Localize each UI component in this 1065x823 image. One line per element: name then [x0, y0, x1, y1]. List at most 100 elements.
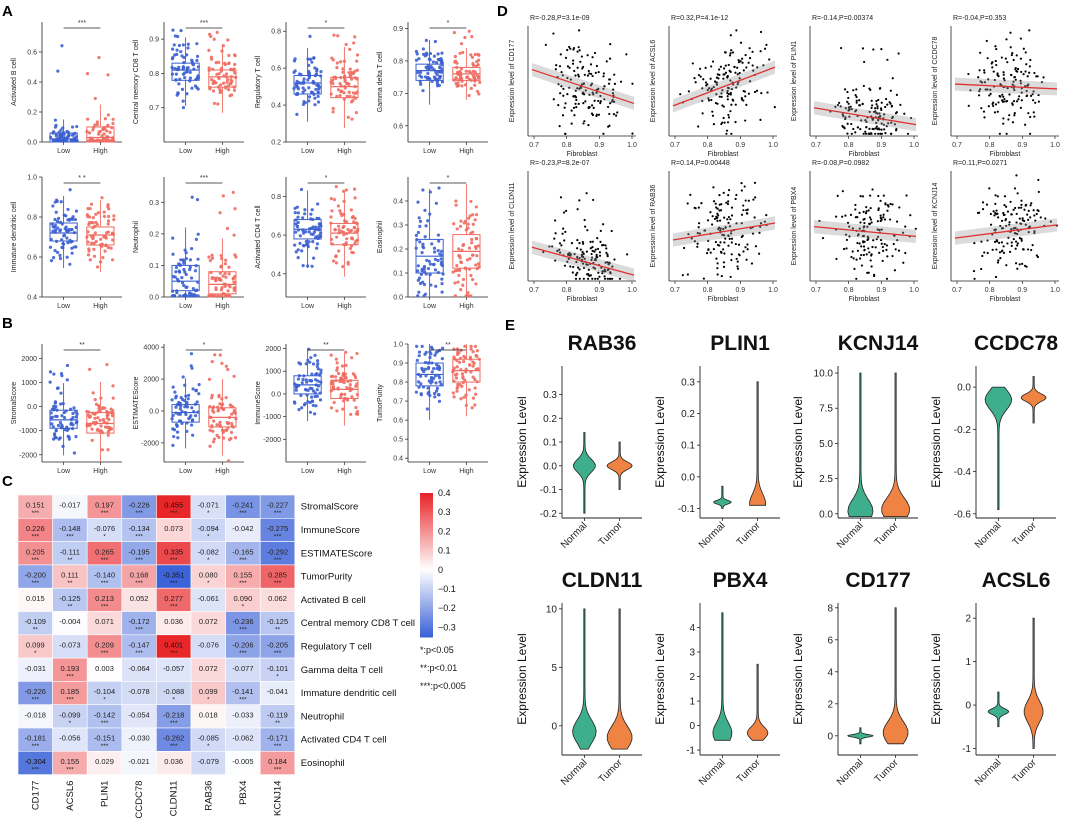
data-point: [313, 412, 317, 416]
heatmap-value: -0.101: [267, 664, 288, 673]
data-point: [334, 185, 338, 189]
data-point: [315, 246, 319, 250]
data-point: [697, 226, 700, 229]
data-point: [219, 89, 223, 93]
data-point: [1032, 90, 1035, 93]
y-tick-label: 0.0: [27, 140, 37, 147]
data-point: [1019, 82, 1022, 85]
data-point: [1014, 247, 1017, 250]
data-point: [222, 407, 226, 412]
data-point: [226, 38, 230, 42]
data-point: [1020, 203, 1023, 206]
data-point: [338, 82, 342, 86]
heatmap-value: 0.185: [61, 687, 80, 696]
y-tick-label: -0.1: [678, 504, 696, 515]
data-point: [197, 383, 201, 387]
data-point: [433, 395, 437, 399]
data-point: [548, 245, 551, 248]
data-point: [724, 226, 727, 229]
data-point: [453, 294, 457, 298]
heatmap-value: -0.030: [128, 734, 149, 743]
data-point: [430, 379, 434, 384]
data-point: [737, 61, 741, 64]
data-point: [989, 92, 992, 95]
data-point: [336, 88, 341, 92]
data-point: [864, 130, 867, 133]
heatmap-significance: ***: [274, 766, 282, 773]
data-point: [727, 113, 730, 117]
data-point: [605, 60, 608, 63]
data-point: [560, 85, 563, 88]
data-point: [709, 77, 712, 80]
data-point: [983, 251, 986, 254]
legend-gradient-step: [420, 517, 433, 520]
data-point: [1000, 241, 1004, 244]
data-point: [92, 254, 97, 258]
data-point: [844, 116, 847, 119]
data-point: [722, 248, 725, 251]
data-point: [741, 61, 744, 64]
data-point: [303, 88, 307, 92]
data-point: [1023, 219, 1026, 223]
data-point: [720, 92, 723, 95]
data-point: [869, 194, 872, 197]
data-point: [609, 57, 612, 60]
data-point: [467, 388, 471, 392]
data-point: [569, 254, 572, 257]
data-point: [1026, 75, 1029, 78]
data-point: [190, 406, 194, 410]
y-axis-label: Expression Level: [929, 633, 943, 724]
data-point: [631, 82, 634, 85]
data-point: [348, 73, 353, 77]
data-point: [983, 81, 987, 84]
data-point: [557, 104, 560, 107]
data-point: [727, 216, 730, 219]
x-tick-label: High: [215, 303, 230, 310]
data-point: [1009, 46, 1012, 49]
data-point: [233, 62, 237, 67]
data-point: [724, 51, 727, 54]
heatmap-value: 0.099: [26, 640, 45, 649]
data-point: [584, 225, 587, 228]
data-point: [1002, 251, 1006, 254]
data-point: [988, 187, 991, 190]
data-point: [1012, 58, 1015, 62]
data-point: [753, 216, 756, 219]
heatmap-significance: ***: [66, 533, 74, 540]
x-tick-label: Low: [179, 468, 193, 475]
data-point: [580, 55, 583, 58]
data-point: [591, 256, 594, 259]
data-point: [593, 99, 596, 102]
data-point: [722, 234, 726, 237]
data-point: [91, 391, 95, 395]
data-point: [298, 234, 302, 238]
data-point: [746, 248, 749, 251]
data-point: [335, 366, 339, 370]
y-tick-label: 0.7: [393, 91, 403, 98]
data-point: [437, 58, 442, 62]
data-point: [316, 202, 320, 206]
data-point: [226, 289, 230, 293]
y-tick-label: 0.3: [681, 377, 695, 388]
data-point: [1013, 88, 1016, 92]
data-point: [308, 34, 312, 38]
violin-title: RAB36: [568, 332, 637, 355]
data-point: [463, 378, 467, 382]
data-point: [1012, 80, 1015, 83]
violin-shape: [713, 485, 732, 509]
data-point: [231, 277, 235, 281]
data-point: [345, 237, 349, 241]
data-point: [456, 385, 460, 389]
data-point: [714, 202, 717, 205]
data-point: [60, 44, 64, 48]
data-point: [418, 219, 423, 224]
data-point: [106, 203, 110, 207]
legend-gradient-step: [420, 569, 433, 573]
heatmap-significance: *: [207, 557, 210, 564]
x-tick-label: Low: [301, 148, 315, 155]
data-point: [978, 69, 981, 72]
data-point: [455, 263, 459, 268]
data-point: [335, 65, 339, 70]
heatmap-value: -0.147: [128, 640, 149, 649]
